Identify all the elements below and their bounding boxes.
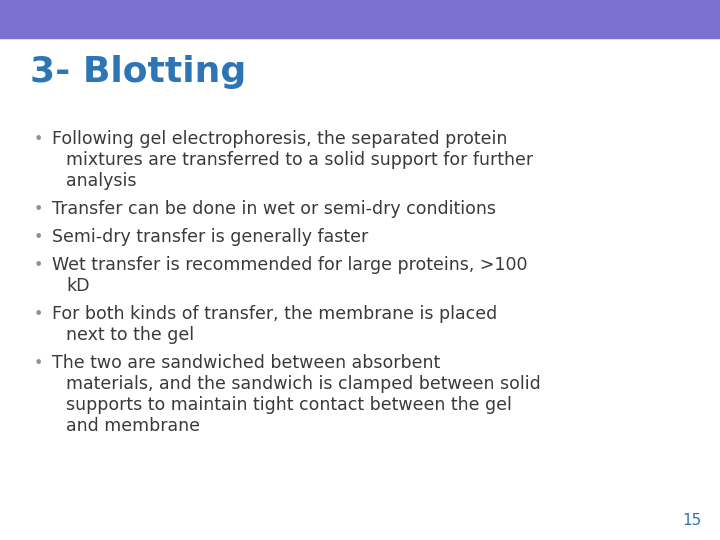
- Text: Semi-dry transfer is generally faster: Semi-dry transfer is generally faster: [52, 228, 368, 246]
- Text: 3- Blotting: 3- Blotting: [30, 55, 246, 89]
- Text: Following gel electrophoresis, the separated protein: Following gel electrophoresis, the separ…: [52, 130, 508, 148]
- Text: •: •: [33, 307, 42, 322]
- Text: analysis: analysis: [66, 172, 137, 190]
- Text: •: •: [33, 202, 42, 217]
- Text: •: •: [33, 230, 42, 245]
- Text: For both kinds of transfer, the membrane is placed: For both kinds of transfer, the membrane…: [52, 305, 498, 323]
- Bar: [0, 0, 720, 38]
- Text: •: •: [33, 132, 42, 147]
- Text: next to the gel: next to the gel: [66, 326, 194, 344]
- Text: and membrane: and membrane: [66, 417, 200, 435]
- Text: kD: kD: [66, 277, 89, 295]
- Text: materials, and the sandwich is clamped between solid: materials, and the sandwich is clamped b…: [66, 375, 541, 393]
- Text: The two are sandwiched between absorbent: The two are sandwiched between absorbent: [52, 354, 440, 372]
- Text: •: •: [33, 258, 42, 273]
- Text: 15: 15: [683, 513, 702, 528]
- Text: Transfer can be done in wet or semi-dry conditions: Transfer can be done in wet or semi-dry …: [52, 200, 496, 218]
- Text: mixtures are transferred to a solid support for further: mixtures are transferred to a solid supp…: [66, 151, 533, 169]
- Text: Wet transfer is recommended for large proteins, >100: Wet transfer is recommended for large pr…: [52, 256, 528, 274]
- Text: supports to maintain tight contact between the gel: supports to maintain tight contact betwe…: [66, 396, 512, 414]
- Text: •: •: [33, 356, 42, 371]
